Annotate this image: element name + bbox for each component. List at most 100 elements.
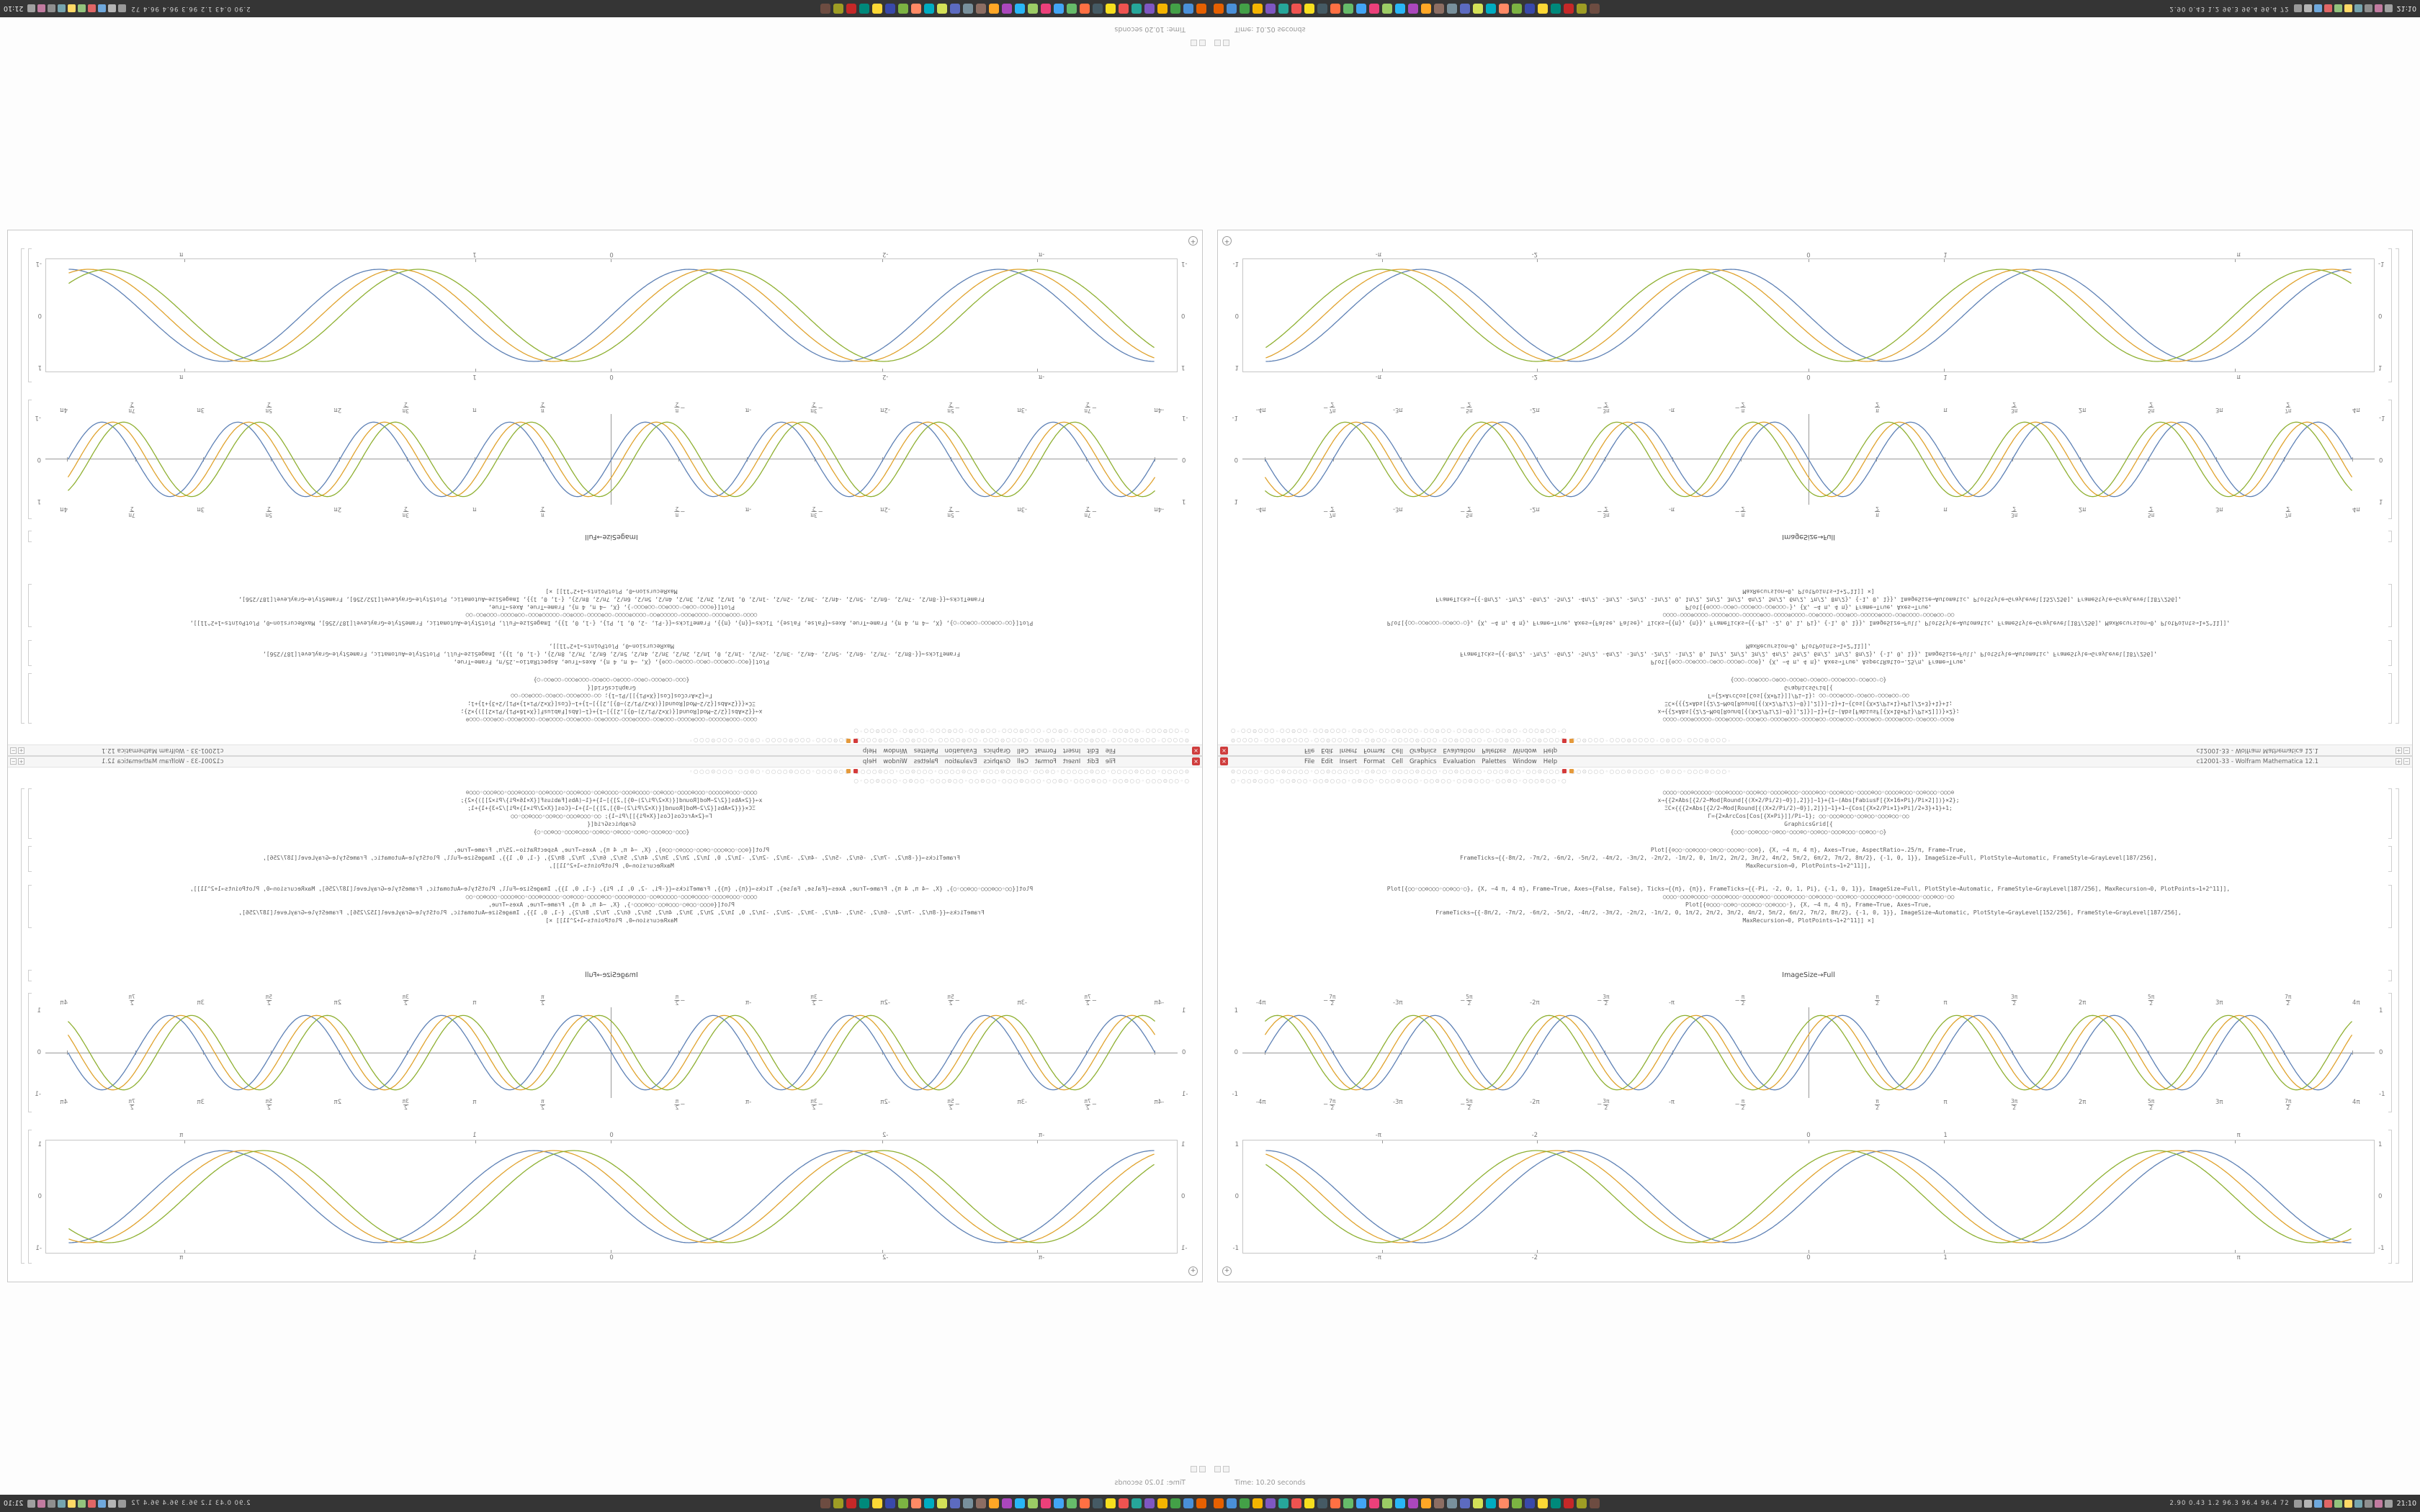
- taskbar-app-icon[interactable]: [872, 1498, 882, 1508]
- tray-icon[interactable]: [68, 1499, 76, 1508]
- taskbar-app-icon[interactable]: [1041, 4, 1051, 14]
- tray-icon[interactable]: [2334, 1499, 2342, 1508]
- code-line[interactable]: Γ={2×ArcCos[Cos[{X×Pi}]]/Pi−1}; ○○◦○○○⊙○…: [1708, 813, 1909, 819]
- code-line[interactable]: ○○○○◦○○○⊙○○○○○◦○○○⊙○○○○◦○○○⊙○○◦○○○○⊙○○○◦…: [1662, 789, 1955, 796]
- cell-bracket[interactable]: [2388, 531, 2392, 542]
- code-line[interactable]: MaxRecursion→0, PlotPoints→1+2^11]] ×]: [1742, 588, 1875, 595]
- code-line[interactable]: FrameTicks→{{-8π/2, -7π/2, -6π/2, -5π/2,…: [262, 651, 961, 657]
- taskbar-app-icon[interactable]: [1041, 1498, 1051, 1508]
- maximize-button[interactable]: +: [2396, 747, 2402, 754]
- taskbar-app-icon[interactable]: [1538, 1498, 1548, 1508]
- code-line[interactable]: MaxRecursion→0, PlotPoints→1+2^11]],: [549, 643, 674, 649]
- taskbar-app-icon[interactable]: [1499, 4, 1509, 14]
- mini-button[interactable]: [1191, 40, 1197, 46]
- cell-group-bracket[interactable]: [21, 248, 24, 724]
- mini-button[interactable]: [1214, 40, 1221, 46]
- magnifier-button[interactable]: +: [1188, 236, 1198, 246]
- taskbar-app-icon[interactable]: [976, 4, 986, 14]
- cell-bracket[interactable]: [2388, 1130, 2392, 1264]
- taskbar-app-icon[interactable]: [1144, 4, 1155, 14]
- taskbar-app-icon[interactable]: [833, 4, 843, 14]
- cell-bracket[interactable]: [28, 248, 32, 382]
- cell-bracket[interactable]: [28, 531, 32, 542]
- minimize-button[interactable]: −: [10, 747, 17, 754]
- menu-item[interactable]: Insert: [1339, 758, 1358, 765]
- taskbar-app-icon[interactable]: [1067, 1498, 1077, 1508]
- taskbar-app-icon[interactable]: [1460, 1498, 1470, 1508]
- menu-item[interactable]: Evaluation: [1443, 758, 1476, 765]
- taskbar-app-icon[interactable]: [1343, 4, 1353, 14]
- taskbar-app-icon[interactable]: [950, 4, 960, 14]
- tray-icon[interactable]: [48, 1499, 56, 1508]
- code-line[interactable]: FrameTicks→{{-8π/2, -7π/2, -6π/2, -5π/2,…: [238, 596, 985, 603]
- code-line[interactable]: MaxRecursion→0, PlotPoints→1+2^11]] ×]: [1742, 917, 1875, 924]
- taskbar-app-icon[interactable]: [1196, 4, 1206, 14]
- tray-icon[interactable]: [2364, 1499, 2372, 1508]
- code-line[interactable]: GraphicsGrid[{: [587, 821, 636, 827]
- tray-icon[interactable]: [108, 4, 117, 13]
- code-line[interactable]: x→{{2×Abs[{2/2−Mod[Round[{(X×2/Pi/2)−0}]…: [1657, 708, 1960, 715]
- tray-icon[interactable]: [2374, 1499, 2383, 1508]
- taskbar-app-icon[interactable]: [872, 4, 882, 14]
- tray-icon[interactable]: [78, 4, 86, 13]
- code-line[interactable]: {○○○◦○○⊙○○○◦○⊙○○◦○○○⊙○◦○○⊙○○◦○○○⊙○○○◦○○⊙…: [533, 677, 690, 683]
- maximize-button[interactable]: +: [18, 747, 24, 754]
- taskbar-app-icon[interactable]: [1227, 4, 1237, 14]
- taskbar-app-icon[interactable]: [1525, 1498, 1535, 1508]
- cell-bracket[interactable]: [28, 400, 32, 519]
- tray-icon[interactable]: [2384, 1499, 2393, 1508]
- cell-group-bracket[interactable]: [2396, 248, 2399, 724]
- code-line[interactable]: FrameTicks→{{-8π/2, -7π/2, -6π/2, -5π/2,…: [1459, 855, 2158, 861]
- taskbar-app-icon[interactable]: [1240, 4, 1250, 14]
- taskbar-app-icon[interactable]: [1382, 4, 1392, 14]
- code-line[interactable]: ○○○○◦○○○⊙○○○○◦○○○○⊙○○○◦○○○○○⊙○○◦○○○○⊙○○○…: [465, 612, 758, 618]
- menu-item[interactable]: Help: [1543, 758, 1558, 765]
- tray-icon[interactable]: [98, 1499, 107, 1508]
- mini-button[interactable]: [1199, 40, 1206, 46]
- taskbar-app-icon[interactable]: [1067, 4, 1077, 14]
- tray-icon[interactable]: [98, 4, 107, 13]
- taskbar-app-icon[interactable]: [937, 1498, 947, 1508]
- code-line[interactable]: x→{{2×Abs[{2/2−Mod[Round[{(X×2/Pi/2)−0}]…: [460, 797, 763, 804]
- taskbar-app-icon[interactable]: [1317, 1498, 1327, 1508]
- taskbar-app-icon[interactable]: [1002, 1498, 1012, 1508]
- close-button[interactable]: ×: [1220, 747, 1228, 755]
- close-button[interactable]: ×: [1192, 757, 1200, 765]
- code-line[interactable]: FrameTicks→{{-8π/2, -7π/2, -6π/2, -5π/2,…: [1435, 596, 2182, 603]
- tray-icon[interactable]: [2293, 1499, 2302, 1508]
- taskbar-app-icon[interactable]: [1227, 1498, 1237, 1508]
- code-line[interactable]: GraphicsGrid[{: [1784, 685, 1833, 691]
- code-line[interactable]: Plot[{⊙○○○◦○○⊙○◦○○○⊙○○◦○○⊙○○○◦}, {X, −4 …: [488, 901, 735, 908]
- taskbar-app-icon[interactable]: [1183, 4, 1193, 14]
- taskbar-app-icon[interactable]: [1447, 4, 1457, 14]
- tray-icon[interactable]: [68, 4, 76, 13]
- taskbar-app-icon[interactable]: [1447, 1498, 1457, 1508]
- taskbar-app-icon[interactable]: [924, 1498, 934, 1508]
- code-line[interactable]: ΞC×{{{2×Abs[{2/2−Mod[Round[{(X×2/Pi/2)−0…: [467, 805, 756, 811]
- tray-icon[interactable]: [2354, 4, 2362, 13]
- code-line[interactable]: MaxRecursion→0, PlotPoints→1+2^11]],: [549, 863, 674, 869]
- code-line[interactable]: ΞC×{{{2×Abs[{2/2−Mod[Round[{(X×2/Pi/2)−0…: [467, 701, 756, 707]
- menu-item[interactable]: Palettes: [1482, 758, 1507, 765]
- code-line[interactable]: x→{{2×Abs[{2/2−Mod[Round[{(X×2/Pi/2)−0}]…: [460, 708, 763, 715]
- taskbar-app-icon[interactable]: [1473, 1498, 1483, 1508]
- mini-button[interactable]: [1214, 1466, 1221, 1472]
- taskbar-app-icon[interactable]: [1214, 4, 1224, 14]
- code-line[interactable]: Plot[{⊙○○◦○○⊙○○○◦○⊙○○◦○○○⊙○◦○○⊙}, {X, −4…: [453, 659, 770, 665]
- taskbar-app-icon[interactable]: [1343, 1498, 1353, 1508]
- minimize-button[interactable]: −: [2403, 747, 2410, 754]
- cell-bracket[interactable]: [2388, 846, 2392, 872]
- taskbar-app-icon[interactable]: [1577, 4, 1587, 14]
- tray-icon[interactable]: [2344, 1499, 2352, 1508]
- taskbar-app-icon[interactable]: [1278, 1498, 1289, 1508]
- toolbar-accent-icon[interactable]: [1569, 769, 1574, 773]
- toolbar-accent-icon[interactable]: [1562, 769, 1567, 773]
- code-line[interactable]: FrameTicks→{{-8π/2, -7π/2, -6π/2, -5π/2,…: [1435, 909, 2182, 916]
- tray-icon[interactable]: [118, 4, 127, 13]
- code-line[interactable]: {○○○◦○○⊙○○○◦○⊙○○◦○○○⊙○◦○○⊙○○◦○○○⊙○○○◦○○⊙…: [1730, 829, 1887, 835]
- taskbar-app-icon[interactable]: [1590, 4, 1600, 14]
- tray-icon[interactable]: [2303, 1499, 2312, 1508]
- taskbar-app-icon[interactable]: [1054, 4, 1064, 14]
- code-line[interactable]: Plot[{⊙○○○◦○○⊙○◦○○○⊙○○◦○○⊙○○○◦}, {X, −4 …: [1685, 901, 1932, 908]
- taskbar-app-icon[interactable]: [1252, 4, 1263, 14]
